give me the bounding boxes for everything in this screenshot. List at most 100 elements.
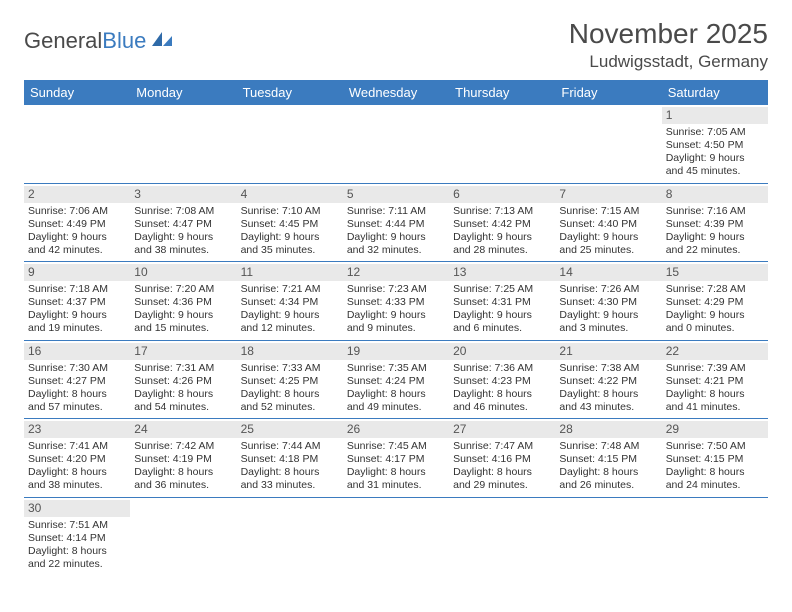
calendar-day-cell: 23Sunrise: 7:41 AMSunset: 4:20 PMDayligh…: [24, 419, 130, 498]
sunrise-line: Sunrise: 7:44 AM: [241, 440, 339, 453]
weekday-header: Wednesday: [343, 80, 449, 105]
sunrise-line: Sunrise: 7:28 AM: [666, 283, 764, 296]
sunrise-line: Sunrise: 7:26 AM: [559, 283, 657, 296]
sunset-line: Sunset: 4:31 PM: [453, 296, 551, 309]
sunrise-line: Sunrise: 7:50 AM: [666, 440, 764, 453]
daylight-line: Daylight: 9 hours and 38 minutes.: [134, 231, 232, 257]
calendar-day-cell: 20Sunrise: 7:36 AMSunset: 4:23 PMDayligh…: [449, 340, 555, 419]
calendar-day-cell: 27Sunrise: 7:47 AMSunset: 4:16 PMDayligh…: [449, 419, 555, 498]
sunrise-line: Sunrise: 7:20 AM: [134, 283, 232, 296]
header: GeneralBlue November 2025 Ludwigsstadt, …: [24, 18, 768, 72]
day-number: 19: [343, 343, 449, 360]
sunrise-line: Sunrise: 7:36 AM: [453, 362, 551, 375]
sunrise-line: Sunrise: 7:05 AM: [666, 126, 764, 139]
day-number: 13: [449, 264, 555, 281]
sunrise-line: Sunrise: 7:18 AM: [28, 283, 126, 296]
sunset-line: Sunset: 4:17 PM: [347, 453, 445, 466]
logo-sail-icon: [150, 30, 174, 48]
sunset-line: Sunset: 4:19 PM: [134, 453, 232, 466]
day-number: 6: [449, 186, 555, 203]
calendar-empty-cell: [343, 497, 449, 575]
sunset-line: Sunset: 4:15 PM: [559, 453, 657, 466]
logo: GeneralBlue: [24, 28, 174, 54]
day-number: 22: [662, 343, 768, 360]
day-number: 21: [555, 343, 661, 360]
calendar-day-cell: 15Sunrise: 7:28 AMSunset: 4:29 PMDayligh…: [662, 262, 768, 341]
day-number: 9: [24, 264, 130, 281]
daylight-line: Daylight: 9 hours and 15 minutes.: [134, 309, 232, 335]
day-number: 8: [662, 186, 768, 203]
calendar-empty-cell: [130, 497, 236, 575]
calendar-empty-cell: [449, 497, 555, 575]
daylight-line: Daylight: 9 hours and 12 minutes.: [241, 309, 339, 335]
sunset-line: Sunset: 4:42 PM: [453, 218, 551, 231]
day-number: 7: [555, 186, 661, 203]
calendar-day-cell: 28Sunrise: 7:48 AMSunset: 4:15 PMDayligh…: [555, 419, 661, 498]
day-number: 2: [24, 186, 130, 203]
sunrise-line: Sunrise: 7:42 AM: [134, 440, 232, 453]
daylight-line: Daylight: 8 hours and 26 minutes.: [559, 466, 657, 492]
sunset-line: Sunset: 4:34 PM: [241, 296, 339, 309]
sunset-line: Sunset: 4:22 PM: [559, 375, 657, 388]
weekday-header-row: SundayMondayTuesdayWednesdayThursdayFrid…: [24, 80, 768, 105]
sunset-line: Sunset: 4:39 PM: [666, 218, 764, 231]
daylight-line: Daylight: 8 hours and 52 minutes.: [241, 388, 339, 414]
calendar-day-cell: 1 Sunrise: 7:05 AMSunset: 4:50 PMDaylight…: [662, 105, 768, 183]
calendar-day-cell: 16Sunrise: 7:30 AMSunset: 4:27 PMDayligh…: [24, 340, 130, 419]
day-number: 29: [662, 421, 768, 438]
day-number: 24: [130, 421, 236, 438]
sunset-line: Sunset: 4:15 PM: [666, 453, 764, 466]
sunset-line: Sunset: 4:21 PM: [666, 375, 764, 388]
daylight-line: Daylight: 8 hours and 54 minutes.: [134, 388, 232, 414]
daylight-line: Daylight: 9 hours and 22 minutes.: [666, 231, 764, 257]
daylight-line: Daylight: 8 hours and 24 minutes.: [666, 466, 764, 492]
daylight-line: Daylight: 8 hours and 29 minutes.: [453, 466, 551, 492]
logo-text-2: Blue: [102, 28, 146, 54]
calendar-week-row: 23Sunrise: 7:41 AMSunset: 4:20 PMDayligh…: [24, 419, 768, 498]
daylight-line: Daylight: 9 hours and 45 minutes.: [666, 152, 764, 178]
calendar-day-cell: 4Sunrise: 7:10 AMSunset: 4:45 PMDaylight…: [237, 183, 343, 262]
calendar-day-cell: 8Sunrise: 7:16 AMSunset: 4:39 PMDaylight…: [662, 183, 768, 262]
day-number: 10: [130, 264, 236, 281]
daylight-line: Daylight: 8 hours and 22 minutes.: [28, 545, 126, 571]
sunset-line: Sunset: 4:49 PM: [28, 218, 126, 231]
sunset-line: Sunset: 4:20 PM: [28, 453, 126, 466]
day-number: 3: [130, 186, 236, 203]
calendar-day-cell: 29 Sunrise: 7:50 AMSunset: 4:15 PMDayligh…: [662, 419, 768, 498]
sunrise-line: Sunrise: 7:08 AM: [134, 205, 232, 218]
sunrise-line: Sunrise: 7:35 AM: [347, 362, 445, 375]
day-number: 26: [343, 421, 449, 438]
calendar-day-cell: 3Sunrise: 7:08 AMSunset: 4:47 PMDaylight…: [130, 183, 236, 262]
daylight-line: Daylight: 9 hours and 3 minutes.: [559, 309, 657, 335]
calendar-day-cell: 10Sunrise: 7:20 AMSunset: 4:36 PMDayligh…: [130, 262, 236, 341]
daylight-line: Daylight: 9 hours and 6 minutes.: [453, 309, 551, 335]
calendar-day-cell: 30Sunrise: 7:51 AMSunset: 4:14 PMDayligh…: [24, 497, 130, 575]
sunrise-line: Sunrise: 7:33 AM: [241, 362, 339, 375]
daylight-line: Daylight: 9 hours and 0 minutes.: [666, 309, 764, 335]
weekday-header: Tuesday: [237, 80, 343, 105]
weekday-header: Saturday: [662, 80, 768, 105]
calendar-day-cell: 17Sunrise: 7:31 AMSunset: 4:26 PMDayligh…: [130, 340, 236, 419]
calendar-empty-cell: [449, 105, 555, 183]
calendar-day-cell: 19Sunrise: 7:35 AMSunset: 4:24 PMDayligh…: [343, 340, 449, 419]
sunset-line: Sunset: 4:18 PM: [241, 453, 339, 466]
sunrise-line: Sunrise: 7:41 AM: [28, 440, 126, 453]
sunrise-line: Sunrise: 7:15 AM: [559, 205, 657, 218]
sunset-line: Sunset: 4:44 PM: [347, 218, 445, 231]
calendar-day-cell: 2Sunrise: 7:06 AMSunset: 4:49 PMDaylight…: [24, 183, 130, 262]
weekday-header: Monday: [130, 80, 236, 105]
calendar-day-cell: 26Sunrise: 7:45 AMSunset: 4:17 PMDayligh…: [343, 419, 449, 498]
day-number: 1: [662, 107, 768, 124]
calendar-empty-cell: [555, 105, 661, 183]
daylight-line: Daylight: 8 hours and 31 minutes.: [347, 466, 445, 492]
daylight-line: Daylight: 9 hours and 28 minutes.: [453, 231, 551, 257]
sunset-line: Sunset: 4:45 PM: [241, 218, 339, 231]
calendar-empty-cell: [662, 497, 768, 575]
calendar-day-cell: 24Sunrise: 7:42 AMSunset: 4:19 PMDayligh…: [130, 419, 236, 498]
sunset-line: Sunset: 4:50 PM: [666, 139, 764, 152]
daylight-line: Daylight: 9 hours and 9 minutes.: [347, 309, 445, 335]
sunrise-line: Sunrise: 7:51 AM: [28, 519, 126, 532]
logo-text-1: General: [24, 28, 102, 54]
calendar-day-cell: 7Sunrise: 7:15 AMSunset: 4:40 PMDaylight…: [555, 183, 661, 262]
sunset-line: Sunset: 4:30 PM: [559, 296, 657, 309]
